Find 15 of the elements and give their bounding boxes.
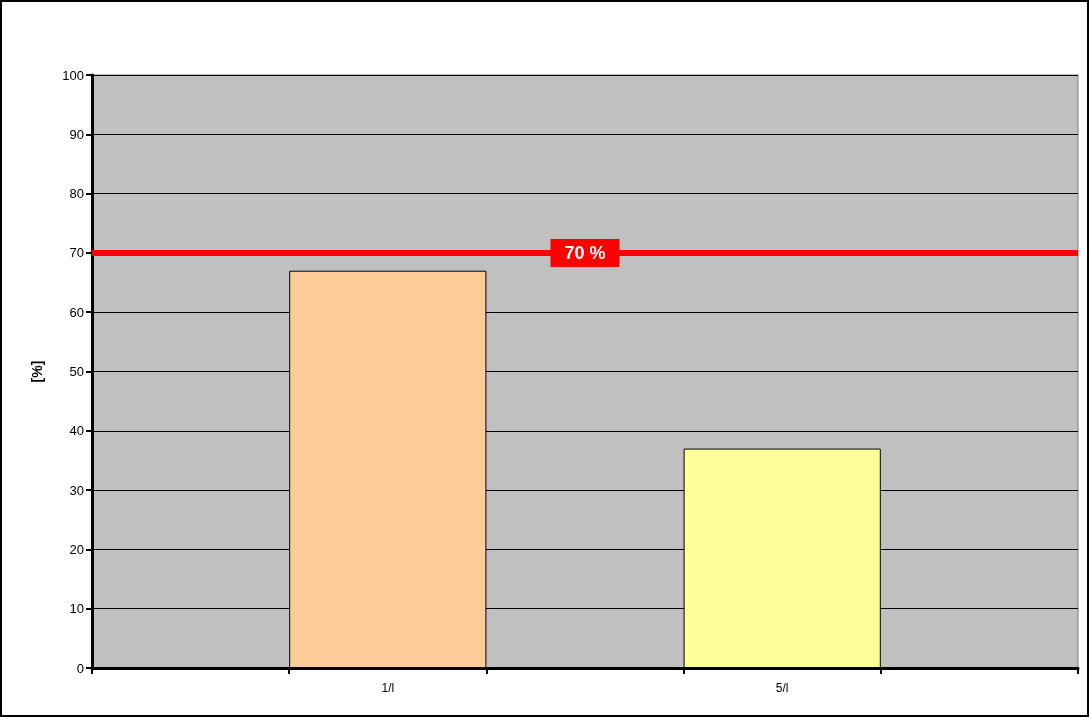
y-tick-label: 20: [69, 541, 84, 557]
y-tick-label: 50: [69, 364, 84, 379]
y-tick-label: 70: [69, 245, 84, 261]
y-tick-label: 100: [62, 67, 84, 83]
y-tick-label: 60: [69, 304, 84, 320]
y-tick-label: 40: [69, 423, 84, 439]
y-tick-label: 80: [69, 186, 84, 202]
ref-line-label: 70 %: [564, 242, 606, 263]
y-tick-label: 10: [69, 601, 84, 617]
y-tick-label: 30: [69, 482, 84, 498]
y-tick-label: 0: [76, 660, 84, 676]
y-tick-label: 90: [69, 126, 84, 142]
y-axis-title: [%]: [29, 360, 45, 383]
x-tick-label: 5/l: [775, 681, 789, 695]
x-tick-label: 1/l: [381, 681, 395, 695]
